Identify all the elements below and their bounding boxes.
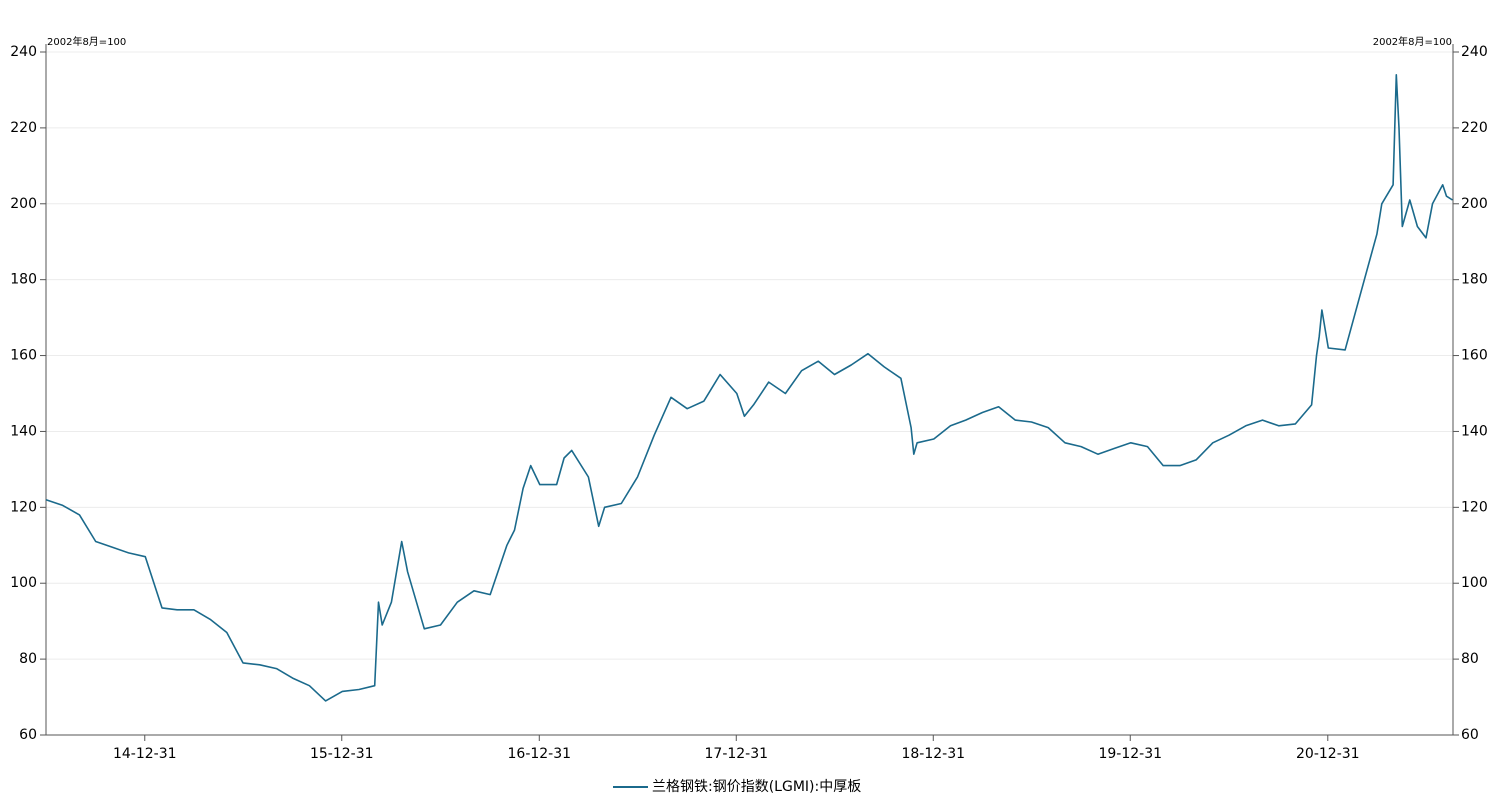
x-tick-label: 15-12-31	[310, 746, 374, 762]
y2-tick-label: 200	[1461, 196, 1488, 212]
x-tick-label: 17-12-31	[705, 746, 769, 762]
y-tick-label: 60	[19, 727, 37, 743]
y-tick-label: 160	[10, 348, 37, 364]
y2-tick-label: 180	[1461, 272, 1488, 288]
y2-axis-label: 2002年8月=100	[1373, 35, 1452, 48]
y2-tick-label: 80	[1461, 651, 1479, 667]
legend-label: 兰格钢铁:钢价指数(LGMI):中厚板	[652, 779, 861, 795]
y2-tick-label: 120	[1461, 499, 1488, 515]
x-tick-label: 20-12-31	[1296, 746, 1360, 762]
y2-tick-label: 100	[1461, 575, 1488, 591]
y-tick-label: 100	[10, 575, 37, 591]
x-tick-label: 16-12-31	[508, 746, 572, 762]
y2-tick-label: 60	[1461, 727, 1479, 743]
y2-tick-label: 220	[1461, 120, 1488, 136]
series-line	[45, 74, 1453, 702]
y2-tick-label: 160	[1461, 348, 1488, 364]
y-tick-label: 120	[10, 499, 37, 515]
y-tick-label: 80	[19, 651, 37, 667]
x-tick-label: 14-12-31	[113, 746, 177, 762]
y-tick-label: 180	[10, 272, 37, 288]
y-tick-label: 220	[10, 120, 37, 136]
y2-tick-label: 140	[1461, 423, 1488, 439]
y-axis-label: 2002年8月=100	[47, 35, 126, 48]
y-tick-label: 200	[10, 196, 37, 212]
y-tick-label: 240	[10, 44, 37, 60]
x-tick-label: 19-12-31	[1098, 746, 1162, 762]
x-tick-label: 18-12-31	[901, 746, 965, 762]
y-tick-label: 140	[10, 423, 37, 439]
y2-tick-label: 240	[1461, 44, 1488, 60]
